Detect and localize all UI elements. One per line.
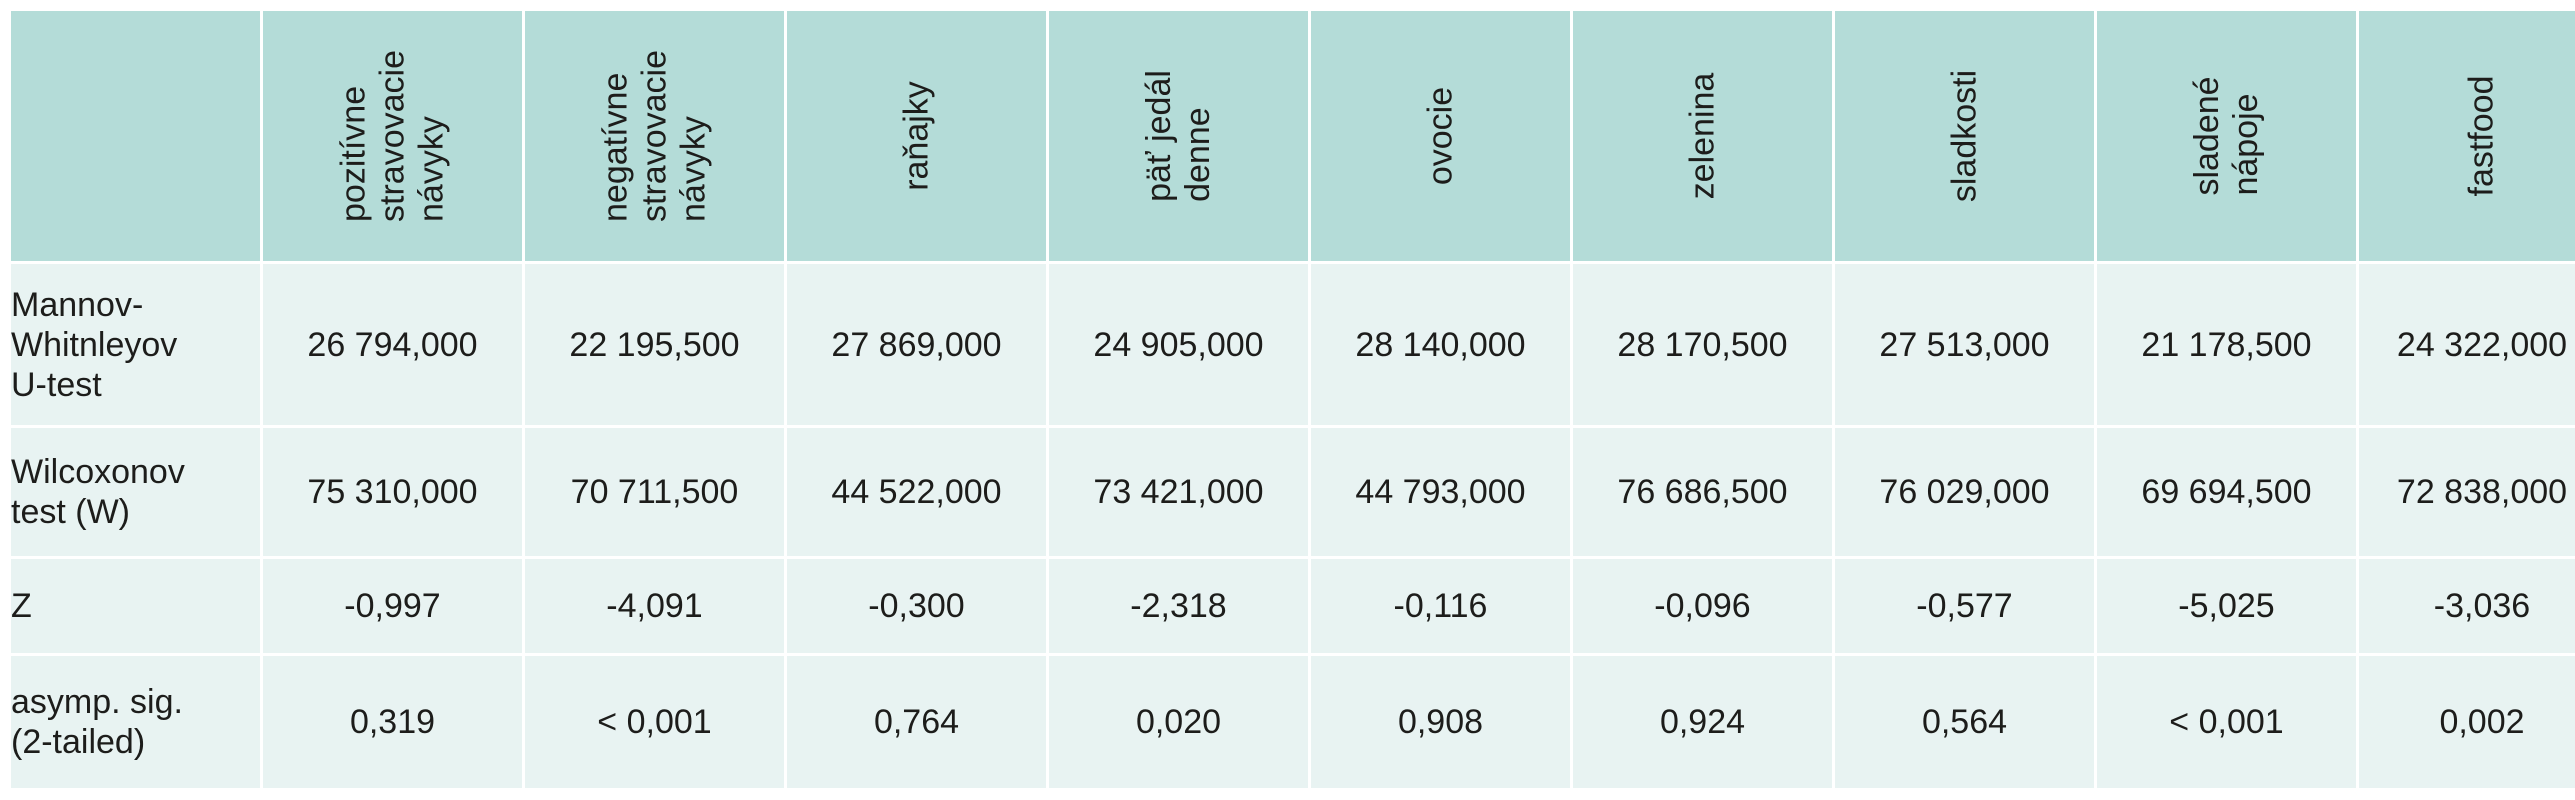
table-row: asymp. sig. (2-tailed) 0,319 < 0,001 0,7…: [8, 653, 2575, 791]
column-header: raňajky: [784, 7, 1049, 265]
table-cell: -3,036: [2356, 555, 2575, 657]
column-header-label: sladkosti: [1945, 70, 1983, 203]
row-label: Z: [8, 555, 263, 657]
table-cell: 24 905,000: [1046, 261, 1311, 429]
table-cell: 22 195,500: [522, 261, 787, 429]
column-header: negatívne stravovacie návyky: [522, 7, 787, 265]
column-header: ovocie: [1308, 7, 1573, 265]
row-label: Mannov- Whitnleyov U-test: [8, 261, 263, 429]
table-cell: 72 838,000: [2356, 425, 2575, 559]
column-header-label: negatívne stravovacie návyky: [596, 50, 712, 223]
table-cell: -0,300: [784, 555, 1049, 657]
table-cell: 0,020: [1046, 653, 1311, 791]
table-cell: -0,577: [1832, 555, 2097, 657]
table-cell: -5,025: [2094, 555, 2359, 657]
table-cell: 0,564: [1832, 653, 2097, 791]
column-header: sladkosti: [1832, 7, 2097, 265]
table-cell: 28 170,500: [1570, 261, 1835, 429]
column-header-label: pozitívne stravovacie návyky: [334, 50, 450, 223]
table-cell: 26 794,000: [260, 261, 525, 429]
table-row: Wilcoxonov test (W) 75 310,000 70 711,50…: [8, 425, 2575, 559]
column-header: zelenina: [1570, 7, 1835, 265]
column-header: sladené nápoje: [2094, 7, 2359, 265]
table-cell: 24 322,000: [2356, 261, 2575, 429]
table-cell: 70 711,500: [522, 425, 787, 559]
table-row: Z -0,997 -4,091 -0,300 -2,318 -0,116 -0,…: [8, 555, 2575, 657]
table-cell: 76 029,000: [1832, 425, 2097, 559]
table-cell: -2,318: [1046, 555, 1311, 657]
table-cell: 0,764: [784, 653, 1049, 791]
table-cell: 75 310,000: [260, 425, 525, 559]
column-header-label: raňajky: [897, 81, 935, 191]
table-row: Mannov- Whitnleyov U-test 26 794,000 22 …: [8, 261, 2575, 429]
table-cell: < 0,001: [2094, 653, 2359, 791]
column-header: pozitívne stravovacie návyky: [260, 7, 525, 265]
table-cell: 0,319: [260, 653, 525, 791]
column-header-label: fastfood: [2462, 75, 2501, 197]
table-cell: -4,091: [522, 555, 787, 657]
column-header: fastfood: [2356, 7, 2575, 265]
row-label: asymp. sig. (2-tailed): [8, 653, 263, 791]
header-row: pozitívne stravovacie návyky negatívne s…: [8, 7, 2575, 265]
statistics-table: pozitívne stravovacie návyky negatívne s…: [8, 7, 2575, 791]
row-label: Wilcoxonov test (W): [8, 425, 263, 559]
column-header-label: päť jedál denne: [1139, 70, 1217, 203]
corner-cell: [8, 7, 263, 265]
table-cell: -0,116: [1308, 555, 1573, 657]
table-cell: 27 513,000: [1832, 261, 2097, 429]
table-cell: 76 686,500: [1570, 425, 1835, 559]
table-cell: 28 140,000: [1308, 261, 1573, 429]
column-header-label: zelenina: [1683, 72, 1721, 200]
table-cell: 0,924: [1570, 653, 1835, 791]
column-header-label: ovocie: [1421, 87, 1459, 186]
table-cell: 0,002: [2356, 653, 2575, 791]
table-cell: -0,997: [260, 555, 525, 657]
table-cell: 69 694,500: [2094, 425, 2359, 559]
column-header-label: sladené nápoje: [2187, 76, 2265, 196]
table-cell: -0,096: [1570, 555, 1835, 657]
table-cell: 73 421,000: [1046, 425, 1311, 559]
column-header: päť jedál denne: [1046, 7, 1311, 265]
table-cell: < 0,001: [522, 653, 787, 791]
table-cell: 44 793,000: [1308, 425, 1573, 559]
table-cell: 44 522,000: [784, 425, 1049, 559]
table-cell: 21 178,500: [2094, 261, 2359, 429]
table-cell: 27 869,000: [784, 261, 1049, 429]
table-cell: 0,908: [1308, 653, 1573, 791]
